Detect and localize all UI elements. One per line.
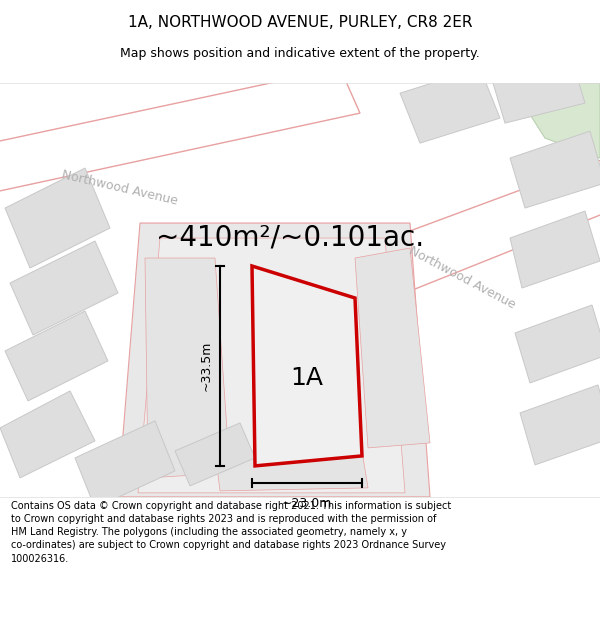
- Polygon shape: [510, 131, 600, 208]
- Polygon shape: [355, 248, 430, 448]
- Text: 1A, NORTHWOOD AVENUE, PURLEY, CR8 2ER: 1A, NORTHWOOD AVENUE, PURLEY, CR8 2ER: [128, 15, 472, 30]
- Polygon shape: [515, 305, 600, 383]
- Text: ~410m²/~0.101ac.: ~410m²/~0.101ac.: [156, 223, 424, 251]
- Polygon shape: [0, 68, 360, 193]
- Text: Contains OS data © Crown copyright and database right 2021. This information is : Contains OS data © Crown copyright and d…: [11, 501, 451, 564]
- Polygon shape: [215, 451, 368, 491]
- Polygon shape: [5, 311, 108, 401]
- Text: Northwood Avenue: Northwood Avenue: [61, 168, 179, 208]
- Polygon shape: [490, 53, 585, 123]
- Polygon shape: [10, 241, 118, 335]
- Polygon shape: [510, 83, 600, 158]
- Polygon shape: [175, 423, 255, 486]
- Polygon shape: [5, 168, 110, 268]
- Polygon shape: [400, 68, 500, 143]
- Text: ~33.5m: ~33.5m: [199, 341, 212, 391]
- Polygon shape: [0, 391, 95, 478]
- Text: 1A: 1A: [290, 366, 323, 390]
- Polygon shape: [252, 266, 362, 466]
- Polygon shape: [510, 211, 600, 288]
- Polygon shape: [145, 258, 230, 478]
- Text: Northwood Avenue: Northwood Avenue: [407, 244, 517, 312]
- Polygon shape: [310, 153, 600, 323]
- Text: Map shows position and indicative extent of the property.: Map shows position and indicative extent…: [120, 46, 480, 59]
- Text: ~23.0m: ~23.0m: [282, 497, 332, 510]
- Polygon shape: [75, 421, 175, 508]
- Polygon shape: [138, 238, 405, 493]
- Polygon shape: [520, 385, 600, 465]
- Polygon shape: [118, 223, 430, 497]
